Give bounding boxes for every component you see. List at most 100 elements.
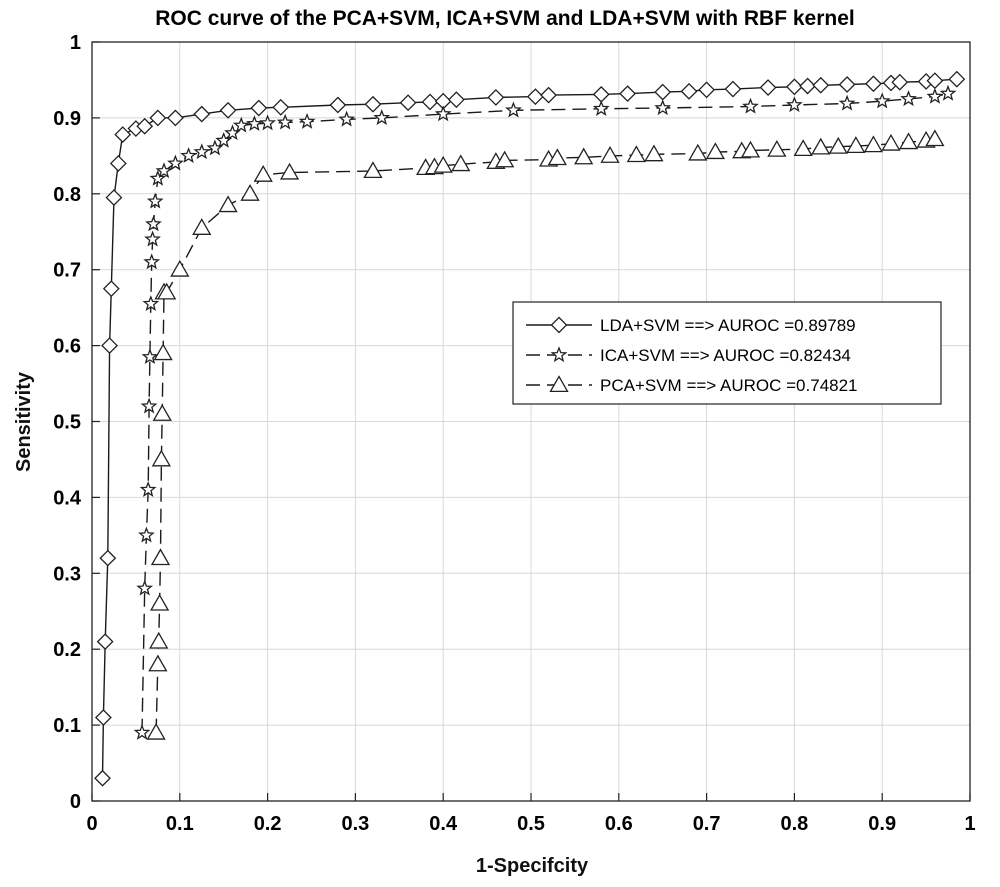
y-tick-label: 0.5 xyxy=(53,412,81,434)
marker-star xyxy=(155,162,173,179)
marker-diamond xyxy=(592,85,610,103)
marker-star xyxy=(338,110,356,127)
marker-diamond xyxy=(865,75,882,93)
marker-diamond xyxy=(812,76,830,94)
marker-triangle xyxy=(688,143,708,161)
marker-star xyxy=(246,115,263,132)
marker-triangle xyxy=(170,259,190,277)
marker-diamond xyxy=(421,93,439,111)
marker-diamond xyxy=(399,94,417,112)
marker-diamond xyxy=(785,78,803,96)
marker-triangle xyxy=(433,155,453,173)
y-tick-label: 0.4 xyxy=(53,487,82,509)
marker-triangle xyxy=(218,195,238,213)
marker-triangle xyxy=(149,593,170,611)
marker-star xyxy=(215,131,233,148)
y-tick-label: 1 xyxy=(70,32,81,54)
marker-triangle xyxy=(644,144,664,162)
legend-item: LDA+SVM ==> AUROC =0.89789 xyxy=(526,316,856,335)
series-line xyxy=(141,92,949,733)
legend-item: ICA+SVM ==> AUROC =0.82434 xyxy=(526,346,851,365)
marker-triangle xyxy=(157,282,177,300)
chart-title: ROC curve of the PCA+SVM, ICA+SVM and LD… xyxy=(155,7,855,30)
marker-diamond xyxy=(654,83,672,101)
marker-diamond xyxy=(799,77,816,95)
y-tick-label: 0.2 xyxy=(53,639,81,661)
marker-star xyxy=(373,109,391,126)
x-tick-label: 1 xyxy=(964,813,975,835)
marker-triangle xyxy=(767,139,787,157)
legend: LDA+SVM ==> AUROC =0.89789 ICA+SVM ==> AU… xyxy=(512,301,942,405)
marker-triangle xyxy=(574,147,594,165)
series-triangle xyxy=(146,129,945,740)
marker-diamond xyxy=(109,155,127,172)
marker-diamond xyxy=(272,98,290,116)
marker-triangle xyxy=(600,146,620,163)
marker-triangle xyxy=(925,129,945,147)
marker-star xyxy=(505,101,522,118)
marker-triangle xyxy=(740,140,761,158)
marker-triangle xyxy=(149,631,169,649)
x-tick-label: 0.8 xyxy=(780,813,808,835)
marker-triangle xyxy=(253,165,273,182)
marker-triangle xyxy=(626,145,646,163)
marker-diamond xyxy=(526,88,544,106)
marker-star xyxy=(926,87,944,104)
marker-star xyxy=(144,230,161,247)
marker-diamond xyxy=(193,105,211,123)
marker-triangle xyxy=(811,137,831,155)
marker-star xyxy=(873,92,891,109)
marker-triangle xyxy=(363,161,383,179)
marker-star xyxy=(232,116,250,133)
x-tick-label: 0.4 xyxy=(429,813,458,835)
marker-star xyxy=(143,253,161,270)
x-tick-label: 0.3 xyxy=(341,813,369,835)
legend-label: LDA+SVM ==> AUROC =0.89789 xyxy=(600,316,856,335)
marker-triangle xyxy=(705,142,726,160)
marker-star xyxy=(142,295,160,311)
series-line xyxy=(101,78,957,779)
marker-diamond xyxy=(99,549,117,567)
marker-triangle xyxy=(547,148,567,166)
marker-star xyxy=(742,97,759,114)
marker-star xyxy=(434,105,452,122)
marker-triangle xyxy=(846,136,866,154)
x-tick-label: 0.6 xyxy=(605,813,633,835)
legend-item: PCA+SVM ==> AUROC =0.74821 xyxy=(526,375,858,395)
marker-diamond xyxy=(724,80,742,98)
marker-star xyxy=(206,139,224,156)
marker-star xyxy=(259,114,277,131)
marker-star xyxy=(146,192,164,209)
marker-diamond xyxy=(487,88,505,106)
marker-star xyxy=(276,113,294,130)
marker-triangle xyxy=(898,132,919,150)
marker-diamond xyxy=(680,82,698,100)
marker-star xyxy=(167,154,184,171)
marker-star xyxy=(141,348,159,365)
y-tick-label: 0.3 xyxy=(53,563,81,585)
marker-star xyxy=(550,346,568,363)
marker-star xyxy=(900,90,917,107)
series-layer xyxy=(94,70,966,787)
marker-diamond xyxy=(891,73,909,91)
marker-triangle xyxy=(152,404,172,421)
marker-diamond xyxy=(94,709,112,726)
y-tick-label: 0.7 xyxy=(53,260,81,282)
marker-diamond xyxy=(166,109,184,127)
legend-box xyxy=(512,301,942,405)
marker-star xyxy=(136,579,154,596)
x-tick-label: 0.2 xyxy=(254,813,282,835)
y-axis-label: Sensitivity xyxy=(13,371,35,472)
marker-diamond xyxy=(136,117,154,135)
marker-diamond xyxy=(219,101,237,119)
marker-triangle xyxy=(881,133,901,151)
marker-diamond xyxy=(101,337,118,355)
marker-star xyxy=(133,723,151,740)
marker-diamond xyxy=(114,126,132,144)
legend-label: PCA+SVM ==> AUROC =0.74821 xyxy=(600,376,858,395)
marker-diamond xyxy=(250,99,268,117)
marker-diamond xyxy=(96,633,114,651)
marker-triangle xyxy=(279,162,300,180)
marker-triangle xyxy=(150,548,171,566)
